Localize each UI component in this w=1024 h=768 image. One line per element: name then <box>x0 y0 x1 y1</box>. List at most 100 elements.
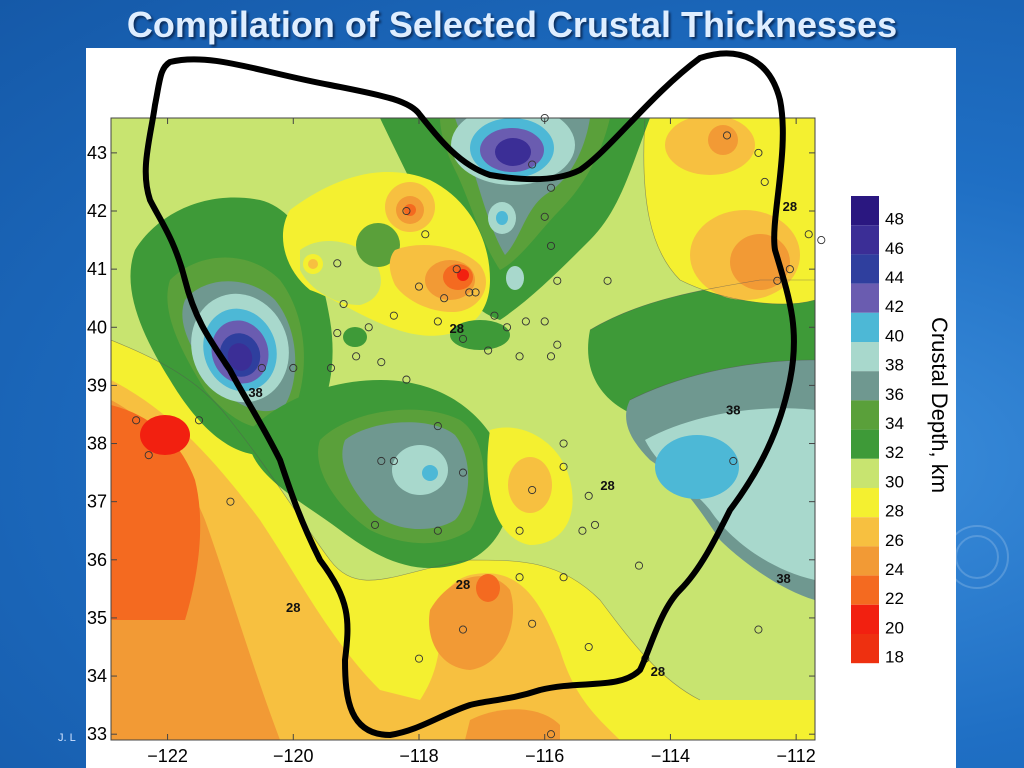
sample-point <box>546 241 556 250</box>
colorbar-tick-label: 22 <box>885 589 904 608</box>
sample-point <box>528 160 537 169</box>
sample-point <box>760 177 769 186</box>
colorbar-swatch <box>851 312 879 342</box>
sample-point <box>578 526 587 535</box>
sample-points <box>132 113 826 739</box>
colorbar-swatch <box>851 371 879 401</box>
sample-point <box>389 311 398 320</box>
y-axis-ticks: 33 34 35 36 37 38 39 40 41 42 43 <box>87 143 117 744</box>
sample-point <box>458 468 468 477</box>
colorbar-swatch <box>851 546 879 576</box>
sample-point <box>754 148 763 157</box>
right-axis-ticks <box>809 152 815 735</box>
contour-band-34 <box>356 223 400 267</box>
sample-point <box>521 317 530 326</box>
sample-point <box>484 346 493 355</box>
colorbar-swatch <box>851 575 879 605</box>
contour-field <box>111 118 815 740</box>
colorbar-tick-label: 28 <box>885 502 904 521</box>
sample-point <box>144 451 153 460</box>
sample-point <box>194 416 204 425</box>
sample-point <box>546 183 556 192</box>
sample-point <box>546 730 556 739</box>
colorbar-tick-label: 20 <box>885 618 904 637</box>
sample-point <box>465 288 474 297</box>
sample-point <box>402 375 411 384</box>
sample-point <box>352 352 361 361</box>
sample-point <box>440 294 449 303</box>
colorbar-swatch <box>851 604 879 634</box>
contour-label: 38 <box>726 402 740 417</box>
y-tick-label: 37 <box>87 492 107 512</box>
sample-point <box>458 625 468 634</box>
contour-band-32 <box>450 320 510 350</box>
colorbar-swatch <box>851 254 879 284</box>
colorbar-tick-label: 18 <box>885 648 904 667</box>
y-tick-label: 40 <box>87 317 107 337</box>
x-tick-label: −116 <box>525 746 564 766</box>
sample-point <box>634 561 644 570</box>
colorbar-tick-label: 26 <box>885 531 904 550</box>
colorbar-tick-label: 32 <box>885 443 904 462</box>
contour-band-38 <box>506 266 524 290</box>
contour-band-24 <box>476 574 500 602</box>
sample-point <box>339 299 348 309</box>
sample-point <box>502 323 512 332</box>
colorbar-tick-label: 36 <box>885 385 904 404</box>
sample-point <box>559 462 568 471</box>
contour-label: 28 <box>456 577 470 592</box>
sample-point <box>553 276 562 285</box>
sample-point <box>584 642 593 652</box>
slide-title: Compilation of Selected Crustal Thicknes… <box>126 4 898 45</box>
y-tick-label: 43 <box>87 143 107 163</box>
colorbar-swatch <box>851 488 879 518</box>
sample-point <box>226 497 235 506</box>
colorbar-swatch <box>851 429 879 459</box>
contour-label: 38 <box>776 571 790 586</box>
sample-point <box>528 485 537 495</box>
contour-band-26 <box>508 457 552 513</box>
sample-point <box>132 416 141 425</box>
contour-label: 28 <box>449 321 463 336</box>
colorbar-swatch <box>851 634 879 664</box>
sample-point <box>458 334 468 343</box>
sample-point <box>377 358 386 367</box>
sample-point <box>817 236 826 245</box>
contour-label: 38 <box>248 385 262 400</box>
sample-point <box>333 259 342 268</box>
x-axis-ticks: −122 −120 −118 −116 −114 −112 <box>147 118 816 766</box>
sample-point <box>540 212 549 221</box>
sample-point <box>722 131 732 140</box>
sample-point <box>584 491 593 500</box>
sample-point <box>559 439 568 448</box>
sample-point <box>389 456 398 466</box>
y-tick-label: 41 <box>87 259 107 279</box>
sample-point <box>452 265 461 274</box>
colorbar-tick-label: 34 <box>885 414 904 433</box>
sample-point <box>603 276 612 285</box>
contour-band-44 <box>495 138 531 166</box>
contour-band-26 <box>308 259 318 269</box>
y-tick-label: 39 <box>87 375 107 395</box>
sample-point <box>414 654 424 663</box>
colorbar-swatch <box>851 283 879 313</box>
sample-point <box>559 573 568 582</box>
contour-label: 28 <box>286 600 300 615</box>
sample-point <box>729 456 738 466</box>
colorbar-tick-label: 24 <box>885 560 904 579</box>
contour-band-24 <box>708 125 738 155</box>
sample-point <box>528 619 537 628</box>
contour-labels: 28 28 38 38 28 28 28 38 28 <box>248 199 797 679</box>
sample-point <box>515 526 524 535</box>
y-tick-label: 38 <box>87 434 107 454</box>
contour-band-22 <box>111 405 201 620</box>
sample-point <box>590 520 600 529</box>
colorbar-tick-label: 48 <box>885 210 904 229</box>
sample-point <box>804 230 813 239</box>
contour-band-32 <box>343 327 367 347</box>
contour-label: 28 <box>651 664 665 679</box>
colorbar: 48 46 44 42 40 38 36 34 32 30 28 26 24 22 20 18 <box>851 196 904 667</box>
sample-point <box>553 340 562 349</box>
sample-point <box>364 323 373 332</box>
